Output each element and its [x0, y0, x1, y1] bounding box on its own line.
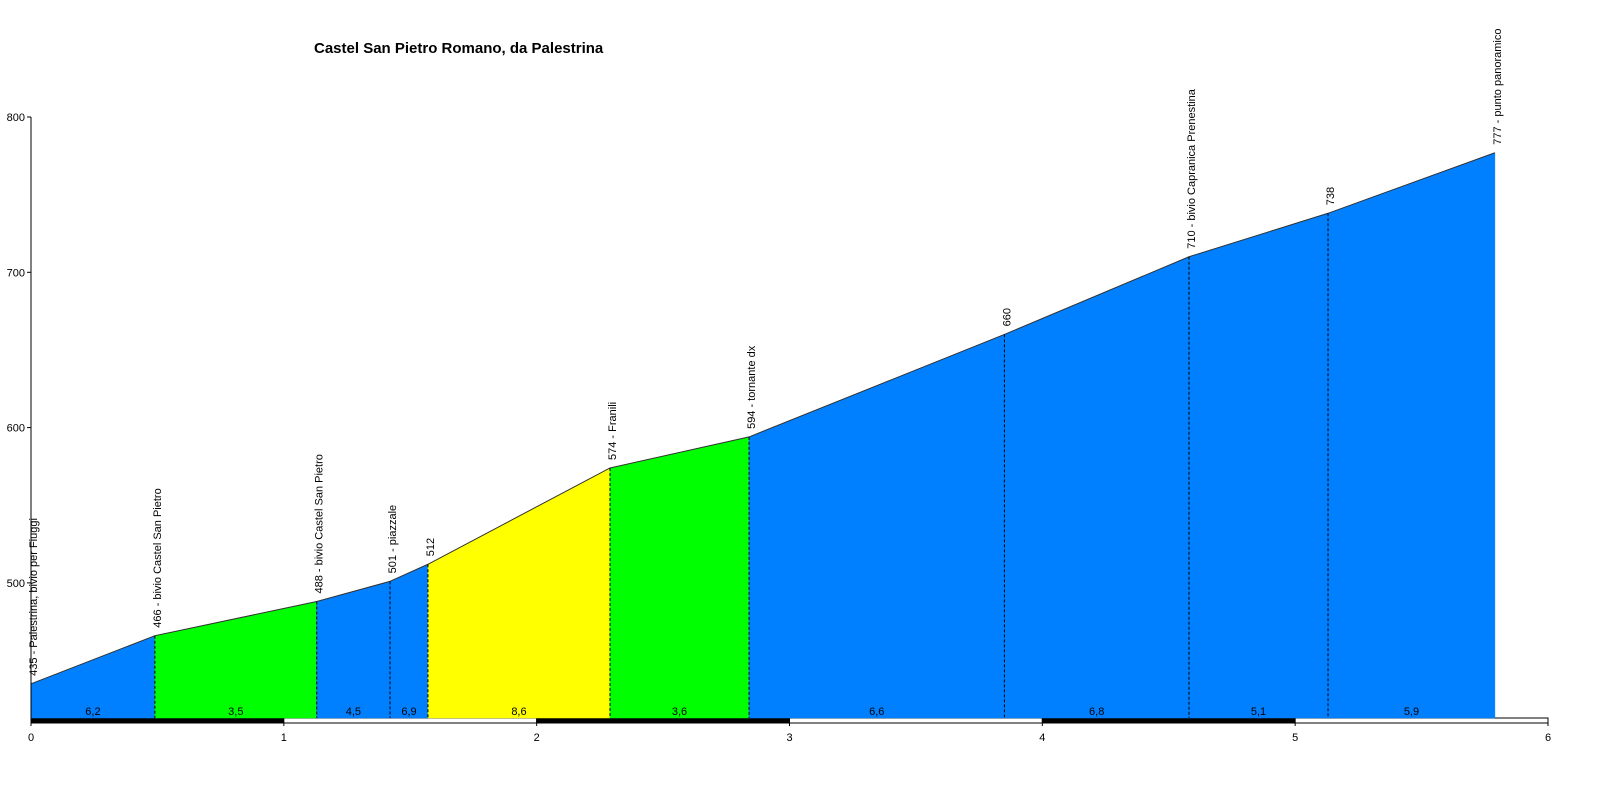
gradient-label: 8,6	[511, 706, 526, 718]
segment-area	[748, 334, 1005, 719]
x-tick-label: 0	[28, 732, 34, 744]
segment-area	[1327, 152, 1496, 719]
x-tick-label: 2	[534, 732, 540, 744]
y-tick-label: 600	[7, 423, 25, 435]
point-label: 466 - bivio Castel San Pietro	[152, 488, 164, 627]
distance-bar-block	[30, 717, 285, 724]
gradient-label: 6,2	[85, 706, 100, 718]
gradient-label: 6,8	[1089, 706, 1104, 718]
x-tick-label: 6	[1545, 732, 1551, 744]
gradient-label: 4,5	[346, 706, 361, 718]
distance-bar-block	[789, 717, 1043, 724]
x-tick-label: 3	[786, 732, 792, 744]
segment-area	[389, 563, 429, 719]
segment-area	[316, 581, 391, 719]
segment-area	[427, 467, 611, 719]
point-label: 488 - bivio Castel San Pietro	[314, 454, 326, 593]
distance-bar-block	[536, 717, 791, 724]
distance-bar-block	[283, 717, 538, 724]
point-label: 435 - Palestrina, bivio per Fiuggi	[28, 518, 40, 676]
x-tick-label: 4	[1039, 732, 1045, 744]
distance-bar-block	[1294, 717, 1549, 724]
gradient-label: 6,6	[869, 706, 884, 718]
point-label: 710 - bivio Capranica Prenestina	[1186, 88, 1198, 248]
x-tick-label: 1	[281, 732, 287, 744]
point-label: 574 - Franili	[607, 402, 619, 460]
x-tick-label: 5	[1292, 732, 1298, 744]
y-tick-label: 500	[7, 578, 25, 590]
segment-area	[609, 436, 750, 719]
gradient-label: 6,9	[401, 706, 416, 718]
segment-area	[1004, 256, 1190, 719]
gradient-label: 3,6	[672, 706, 687, 718]
gradient-label: 5,9	[1404, 706, 1419, 718]
point-label: 501 - piazzale	[387, 505, 399, 574]
distance-bar	[30, 717, 1549, 724]
segment-area	[1188, 212, 1329, 719]
point-label: 738	[1325, 187, 1337, 205]
gradient-label: 3,5	[228, 706, 243, 718]
point-label: 512	[425, 538, 437, 556]
point-label: 777 - punto panoramico	[1492, 29, 1504, 145]
distance-bar-block	[1041, 717, 1296, 724]
y-tick-label: 700	[7, 267, 25, 279]
gradient-label: 5,1	[1251, 706, 1266, 718]
point-label: 660	[1001, 308, 1013, 326]
point-label: 594 - tornante dx	[746, 345, 758, 429]
chart-title: Castel San Pietro Romano, da Palestrina	[314, 40, 604, 57]
y-tick-label: 800	[7, 112, 25, 124]
